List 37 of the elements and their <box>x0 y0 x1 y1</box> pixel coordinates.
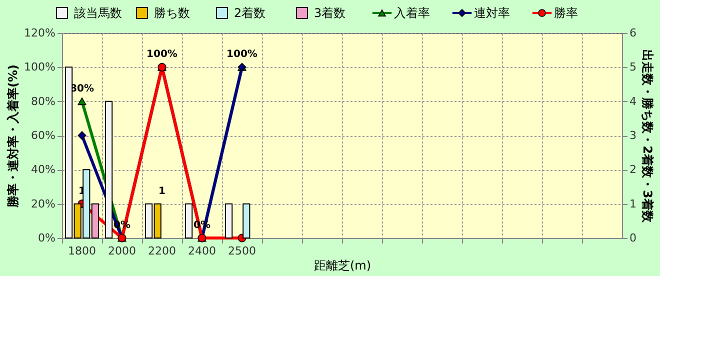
x-tick-label: 2200 <box>148 244 176 258</box>
y2-tick-label: 5 <box>630 60 636 74</box>
y2-tick-label: 0 <box>630 232 636 244</box>
y-tick-label: 0% <box>38 232 56 244</box>
point <box>78 98 86 106</box>
x-tick-label: 2000 <box>108 244 136 258</box>
y-tick-label: 20% <box>31 197 56 210</box>
y-tick-label: 120% <box>24 26 56 40</box>
y-axis-title: 勝率・連対率・入着率(%) <box>6 64 20 208</box>
x-tick-label: 2500 <box>228 244 256 258</box>
annotation: 100% <box>146 49 178 60</box>
x-tick-label: 2400 <box>188 244 216 258</box>
x-tick-label: 1800 <box>68 244 96 258</box>
annotation: 100% <box>226 49 258 60</box>
legend-label: 入着率 <box>394 6 430 20</box>
legend-label: 3着数 <box>314 6 346 20</box>
y2-axis-title: 出走数・勝ち数・2着数・3着数 <box>640 50 654 224</box>
x-axis-title: 距離芝(m) <box>314 258 372 272</box>
y-tick-label: 100% <box>24 60 56 74</box>
annotation: 1 <box>158 186 166 197</box>
y-tick-label: 40% <box>31 163 56 176</box>
y-tick-label: 60% <box>31 129 56 142</box>
legend-label: 2着数 <box>234 6 266 20</box>
legend-label: 勝率 <box>554 6 578 20</box>
y-tick-label: 80% <box>31 94 56 108</box>
y2-tick-label: 2 <box>630 163 636 176</box>
y2-tick-label: 4 <box>630 94 636 108</box>
y2-tick-label: 1 <box>630 197 636 210</box>
bar <box>225 203 233 238</box>
bar <box>105 100 113 238</box>
legend-label: 連対率 <box>474 6 510 20</box>
y2-tick-label: 3 <box>630 129 636 142</box>
legend-label: 勝ち数 <box>154 6 190 20</box>
bar <box>185 203 193 238</box>
point <box>78 131 86 140</box>
legend-label: 該当馬数 <box>74 6 122 20</box>
y2-tick-label: 6 <box>630 26 636 40</box>
